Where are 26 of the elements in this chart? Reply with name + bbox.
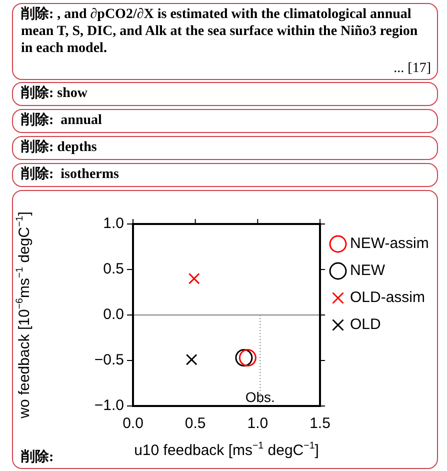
y-tick-label: 0.5 [103,260,124,278]
legend-label: OLD [350,316,382,334]
legend-label: NEW [350,262,386,280]
text: 削除: show [12,82,438,106]
y-tick-label: −0.5 [94,352,124,369]
text: 削除: depths [12,136,438,160]
text: 削除: [21,449,54,466]
point [188,272,200,284]
y-tick-label: −1.0 [94,397,124,414]
point [186,354,198,366]
x-tick-label: 0.0 [122,415,144,432]
y-tick-label: 0.0 [103,306,124,324]
text: ... [17] [394,60,431,77]
x-tick-label: 1.0 [247,415,268,432]
x-tick-label: 0.5 [184,415,206,432]
text: 削除: isotherms [12,163,438,187]
legend-label: OLD-assim [350,289,426,306]
legend-label: NEW-assim [350,235,429,252]
point [238,349,256,367]
point [235,349,253,367]
ref-line-label: Obs. [245,388,275,405]
text: 削除: , and ∂pCO2/∂X is estimated with the climatological annual mean T, S, DIC, and Alk at the sea surface within the Niño3 region in each model. [21,6,419,57]
y-tick-label: 1.0 [103,215,124,232]
x-tick-label: 1.5 [310,415,330,432]
text: 削除: annual [12,109,438,133]
y-axis-title: wo feedback [10−6ms−1 degC−1] [14,212,34,420]
